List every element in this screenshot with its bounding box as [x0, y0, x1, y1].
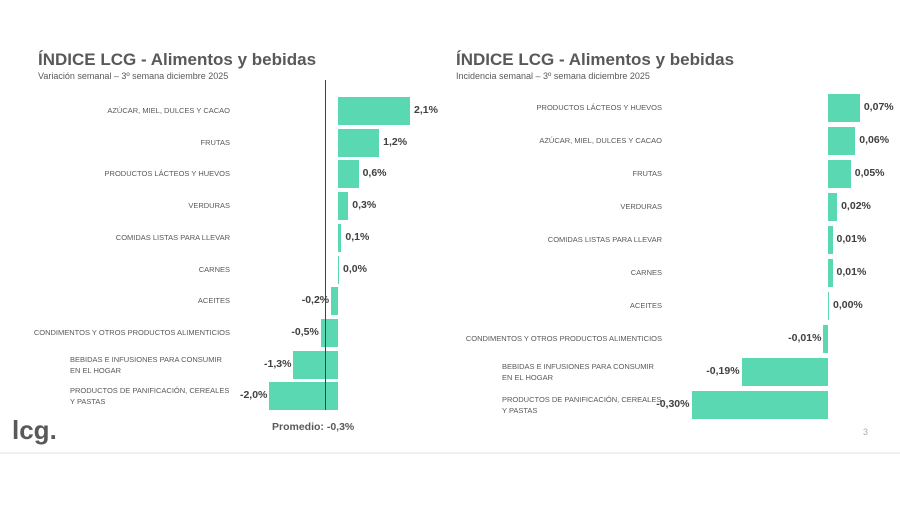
category-label: BEBIDAS E INFUSIONES PARA CONSUMIR EN EL…: [70, 354, 222, 375]
bar: [320, 318, 338, 347]
category-label: AZÚCAR, MIEL, DULCES Y CACAO: [107, 106, 230, 115]
category-label: COMIDAS LISTAS PARA LLEVAR: [547, 235, 662, 244]
data-label: 0,02%: [841, 200, 871, 212]
bar: [828, 160, 851, 188]
category-label: ACEITES: [197, 296, 230, 306]
bar: [828, 292, 829, 320]
data-label: -0,19%: [706, 365, 740, 377]
category-label: CARNES: [630, 268, 662, 277]
right-chart-subtitle: Incidencia semanal – 3º semana diciembre…: [456, 71, 650, 81]
data-label: -0,01%: [788, 332, 822, 344]
data-label: 0,07%: [863, 101, 894, 113]
category-label: PRODUCTOS LÁCTEOS Y HUEVOS: [536, 103, 662, 112]
category-label: CONDIMENTOS Y OTROS PRODUCTOS ALIMENTICI…: [33, 327, 230, 337]
data-label: 2,1%: [414, 104, 438, 116]
data-label: 0,0%: [343, 262, 367, 275]
bar: [823, 325, 828, 353]
bar: [828, 193, 838, 221]
right-chart-title: ÍNDICE LCG - Alimentos y bebidas: [456, 50, 735, 69]
category-label: VERDURAS: [188, 201, 230, 211]
bar: [828, 226, 833, 254]
data-label: 0,05%: [854, 167, 885, 179]
category-label: PRODUCTOS DE PANIFICACIÓN, CEREALES Y PA…: [502, 395, 662, 415]
bar: [338, 160, 359, 189]
data-label: 0,01%: [836, 233, 867, 245]
category-label: FRUTAS: [632, 169, 662, 178]
bar: [338, 128, 380, 157]
bar: [293, 350, 338, 379]
left-chart-title: ÍNDICE LCG - Alimentos y bebidas: [38, 50, 317, 69]
category-label: CARNES: [198, 264, 230, 274]
bar: [741, 358, 828, 386]
category-label: BEBIDAS E INFUSIONES PARA CONSUMIR EN EL…: [502, 362, 654, 382]
category-label: COMIDAS LISTAS PARA LLEVAR: [115, 232, 230, 242]
data-label: -2,0%: [239, 389, 268, 402]
category-label: FRUTAS: [200, 137, 230, 147]
average-line: [325, 80, 326, 410]
data-label: -1,3%: [263, 357, 292, 370]
data-label: 0,00%: [833, 299, 863, 311]
lcg-logo: lcg.: [12, 415, 57, 445]
data-label: 1,2%: [383, 135, 408, 148]
bar: [828, 259, 833, 287]
data-label: -0,2%: [301, 294, 330, 307]
data-label: 0,01%: [836, 266, 867, 278]
bar: [828, 127, 856, 155]
category-label: AZÚCAR, MIEL, DULCES Y CACAO: [539, 136, 662, 145]
data-label: -0,5%: [291, 325, 319, 338]
bar: [338, 97, 411, 125]
left-chart-subtitle: Variación semanal – 3º semana diciembre …: [38, 71, 229, 81]
bar: [269, 382, 338, 411]
data-label: -0,30%: [656, 398, 690, 410]
footer-divider: [0, 452, 900, 454]
category-label: PRODUCTOS LÁCTEOS Y HUEVOS: [104, 169, 230, 179]
page-number: 3: [863, 427, 869, 437]
bar: [338, 223, 342, 252]
data-label: 0,6%: [362, 167, 387, 180]
bar: [338, 192, 349, 221]
category-label: CONDIMENTOS Y OTROS PRODUCTOS ALIMENTICI…: [465, 334, 662, 343]
bar: [828, 94, 860, 122]
data-label: 0,06%: [859, 134, 890, 146]
bar: [338, 255, 339, 284]
data-label: 0,3%: [352, 199, 377, 212]
category-label: PRODUCTOS DE PANIFICACIÓN, CEREALES Y PA…: [70, 386, 230, 407]
category-label: VERDURAS: [620, 202, 662, 211]
average-label: Promedio: -0,3%: [272, 421, 355, 433]
data-label: 0,1%: [345, 230, 370, 243]
bar: [691, 391, 828, 419]
bar: [331, 287, 338, 316]
category-label: ACEITES: [629, 301, 662, 310]
